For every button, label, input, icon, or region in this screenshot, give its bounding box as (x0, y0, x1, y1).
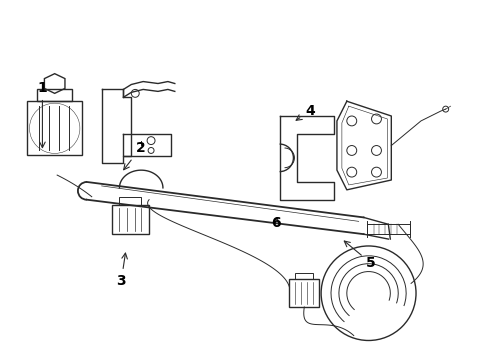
Text: 1: 1 (38, 81, 47, 148)
Bar (289, 279, 319, 307)
Bar (295, 273, 313, 279)
Text: 6: 6 (270, 216, 280, 230)
Bar (366, 224, 409, 234)
Text: 4: 4 (296, 104, 314, 120)
Bar (119, 197, 141, 204)
Text: 5: 5 (344, 241, 375, 270)
Text: 2: 2 (123, 141, 145, 170)
Bar (37, 89, 72, 101)
Bar (27, 101, 81, 156)
Text: 3: 3 (116, 253, 127, 288)
Bar (111, 204, 149, 234)
